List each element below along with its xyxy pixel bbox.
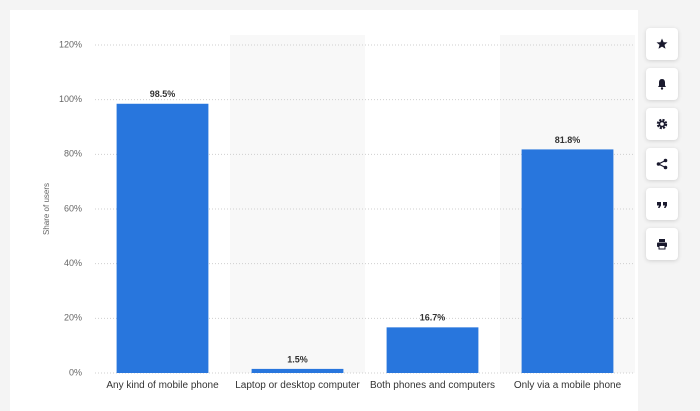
bell-icon xyxy=(658,79,666,90)
share-icon xyxy=(656,158,668,170)
band-shade xyxy=(230,35,365,373)
y-tick-label: 60% xyxy=(64,203,82,213)
y-tick-label: 40% xyxy=(64,258,82,268)
chart: Share of users 0% 20% 40% 60% 80% 100% 120% 98.… xyxy=(42,35,635,378)
favorite-button[interactable] xyxy=(646,28,678,60)
bar xyxy=(116,103,209,374)
value-label: 1.5% xyxy=(287,354,308,364)
bar xyxy=(521,149,614,373)
value-label: 98.5% xyxy=(150,89,176,99)
y-axis-label: Share of users xyxy=(42,183,51,235)
value-label: 16.7% xyxy=(420,313,446,323)
quote-icon xyxy=(657,202,667,208)
print-button[interactable] xyxy=(646,228,678,260)
value-label: 81.8% xyxy=(555,135,581,145)
bar xyxy=(386,327,479,373)
x-tick-label: Both phones and computers xyxy=(369,380,496,391)
x-tick-label: Only via a mobile phone xyxy=(513,380,622,391)
notification-button[interactable] xyxy=(646,68,678,100)
y-tick-label: 100% xyxy=(59,94,82,104)
cite-button[interactable] xyxy=(646,188,678,220)
settings-button[interactable] xyxy=(646,108,678,140)
x-tick-label: Laptop or desktop computer xyxy=(235,380,360,391)
bar xyxy=(251,368,344,373)
gear-icon xyxy=(656,118,668,130)
y-tick-label: 20% xyxy=(64,313,82,323)
y-tick-label: 80% xyxy=(64,149,82,159)
y-tick-label: 0% xyxy=(69,367,82,377)
print-icon xyxy=(657,239,667,250)
y-tick-label: 120% xyxy=(59,39,82,49)
share-button[interactable] xyxy=(646,148,678,180)
x-tick-label: Any kind of mobile phone xyxy=(106,380,219,391)
star-icon xyxy=(656,38,668,49)
